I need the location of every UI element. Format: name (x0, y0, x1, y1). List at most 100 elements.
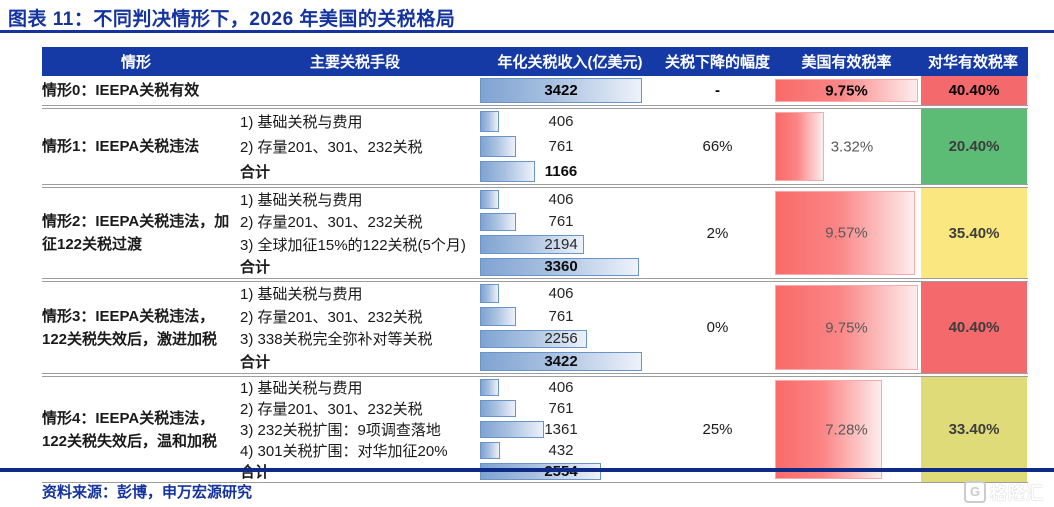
revenue-line: 2194 (480, 233, 660, 256)
scenario-label: 情形4：IEEPA关税违法，122关税失效后，温和加税 (42, 373, 230, 483)
scenario-label: 情形0：IEEPA关税有效 (42, 82, 200, 99)
table-header-row: 情形 主要关税手段 年化关税收入(亿美元) 关税下降的幅度 美国有效税率 对华有… (42, 47, 1028, 76)
revenue-cell: 40676113614322554 (480, 373, 660, 483)
revenue-bar (480, 212, 517, 231)
china-rate-value: 33.40% (921, 377, 1027, 482)
measure-total-label: 合计 (240, 354, 271, 372)
revenue-line: 406 (480, 109, 660, 134)
revenue-bar (480, 379, 500, 396)
revenue-line: 406 (480, 282, 660, 305)
measure-total-label: 合计 (240, 259, 271, 277)
drop-value: 0% (660, 278, 775, 375)
revenue-bar (480, 111, 500, 132)
revenue-bar (480, 421, 545, 438)
drop-value: 25% (660, 373, 775, 483)
us-rate-cell: 9.57% (775, 184, 918, 280)
revenue-value: 3422 (544, 353, 578, 371)
source-note: 资料来源：彭博，申万宏源研究 (42, 484, 253, 501)
drop-value: 2% (660, 184, 775, 280)
measure-line: 1) 基础关税与费用 (240, 191, 363, 209)
measure-total-label: 合计 (240, 164, 271, 181)
header-cell-scenario: 情形 (42, 47, 230, 76)
gelonghui-brand-text: 格隆汇 (990, 484, 1044, 503)
revenue-cell: 406 761 2256 3422 (480, 278, 660, 375)
china-rate-cell: 33.40% (918, 373, 1028, 483)
us-rate-bar (775, 79, 918, 102)
measure-line: 2) 存量201、301、232关税 (240, 401, 423, 418)
revenue-line: 432 (480, 440, 660, 461)
revenue-line: 761 (480, 305, 660, 328)
revenue-bar (480, 400, 517, 417)
page-title: 图表 11：不同判决情形下，2026 年美国的关税格局 (8, 9, 456, 30)
revenue-value: 406 (548, 113, 574, 130)
scenario-row: 情形1：IEEPA关税违法 1) 基础关税与费用 2) 存量201、301、232关… (42, 105, 1028, 186)
us-rate-value: 3.32% (830, 138, 874, 155)
revenue-value: 761 (548, 307, 574, 325)
measure-total-label (230, 76, 480, 105)
measure-line: 2) 存量201、301、232关税 (240, 308, 423, 326)
revenue-bar (480, 190, 500, 209)
revenue-cell: 3422 (480, 76, 660, 107)
revenue-cell: 406 761 1166 (480, 105, 660, 186)
revenue-value: 2194 (544, 235, 578, 253)
drop-value: 66% (660, 105, 775, 186)
revenue-line: 1361 (480, 419, 660, 440)
drop-value: - (715, 82, 720, 99)
revenue-line: 3422 (480, 350, 660, 373)
revenue-bar (480, 442, 501, 459)
measure-line: 2) 存量201、301、232关税 (240, 214, 423, 232)
us-rate-cell: 9.75% (775, 278, 918, 375)
title-underline (0, 30, 1054, 33)
measure-line: 3) 338关税完全弥补对等关税 (240, 331, 433, 349)
header-cell-us-rate: 美国有效税率 (775, 47, 918, 76)
header-cell-drop: 关税下降的幅度 (660, 47, 775, 76)
measure-line: 4) 301关税扩围：对华加征20% (240, 443, 448, 460)
china-rate-value: 40.40% (921, 282, 1027, 373)
measures-cell: 1) 基础关税与费用 2) 存量201、301、232关税 合计 (230, 105, 480, 186)
revenue-line: 3422 (480, 76, 660, 105)
scenario-label: 情形3：IEEPA关税违法，122关税失效后，激进加税 (42, 278, 230, 375)
us-rate-bar (775, 191, 916, 275)
tariff-scenario-table: 情形 主要关税手段 年化关税收入(亿美元) 关税下降的幅度 美国有效税率 对华有… (42, 47, 1028, 483)
revenue-value: 406 (548, 284, 574, 302)
measure-line: 3) 232关税扩围：9项调查落地 (240, 422, 441, 439)
revenue-bar (480, 235, 584, 254)
revenue-value: 406 (548, 379, 574, 396)
us-rate-cell: 7.28% (775, 373, 918, 483)
revenue-value: 1166 (544, 163, 578, 180)
revenue-line: 761 (480, 211, 660, 234)
gelonghui-logo-icon: G (964, 480, 986, 503)
revenue-value: 2256 (544, 330, 578, 348)
measure-line: 3) 全球加征15%的122关税(5个月) (240, 236, 466, 254)
scenario-row: 情形0：IEEPA关税有效 3422 - 9.75% 40.40% (42, 76, 1028, 107)
scenario-row: 情形4：IEEPA关税违法，122关税失效后，温和加税 1) 基础关税与费用 2) … (42, 373, 1028, 483)
revenue-bar (480, 78, 642, 103)
revenue-value: 761 (548, 213, 574, 231)
us-rate-bar (775, 380, 882, 479)
revenue-bar (480, 352, 642, 371)
china-rate-value: 20.40% (921, 109, 1027, 184)
revenue-value: 3360 (544, 258, 578, 276)
revenue-line: 3360 (480, 256, 660, 279)
us-rate-bar (775, 112, 824, 181)
scenario-row: 情形2：IEEPA关税违法，加征122关税过渡 1) 基础关税与费用 2) 存量20… (42, 184, 1028, 280)
us-rate-cell: 9.75% (775, 76, 918, 107)
revenue-value: 761 (548, 138, 574, 155)
header-cell-revenue: 年化关税收入(亿美元) (480, 47, 660, 76)
revenue-value: 406 (548, 190, 574, 208)
measure-line: 1) 基础关税与费用 (240, 114, 363, 131)
us-rate-value: 9.75% (825, 319, 868, 336)
footer-rule (0, 468, 1054, 472)
china-rate-cell: 35.40% (918, 184, 1028, 280)
header-cell-china-rate: 对华有效税率 (918, 47, 1028, 76)
china-rate-value: 35.40% (921, 188, 1027, 278)
revenue-cell: 406 761 2194 3360 (480, 184, 660, 280)
us-rate-bar (775, 285, 918, 370)
us-rate-value: 7.28% (825, 421, 868, 438)
revenue-bar (480, 161, 536, 182)
us-rate-cell: 3.32% (775, 105, 918, 186)
us-rate-value: 9.57% (825, 224, 868, 242)
revenue-bar (480, 257, 640, 276)
revenue-bar (480, 284, 500, 303)
revenue-value: 1361 (544, 421, 578, 438)
